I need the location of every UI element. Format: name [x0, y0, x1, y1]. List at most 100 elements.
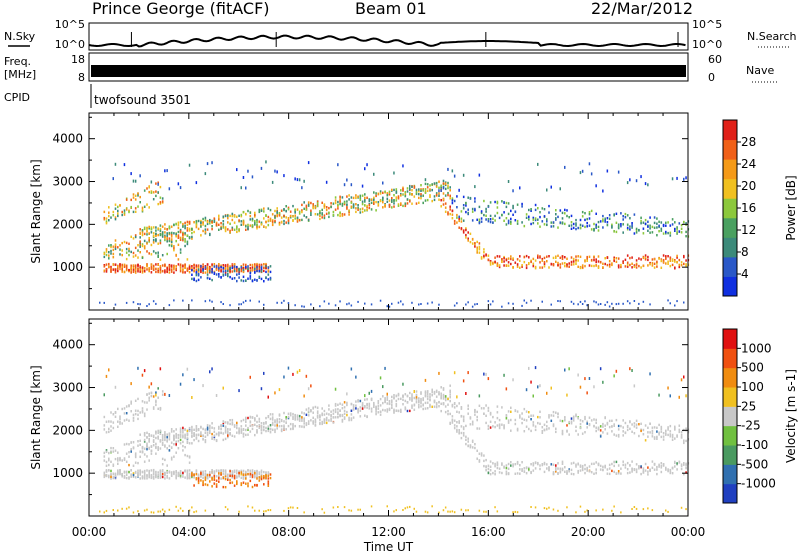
panel1-echo-cell: [298, 369, 301, 372]
panel1-echo-cell: [148, 446, 150, 450]
panel1-echo-cell: [325, 417, 328, 421]
panel0-echo-cell: [561, 217, 564, 220]
panel1-echo-cell: [161, 437, 164, 440]
panel0-echo-cell: [444, 210, 447, 213]
panel1-echo-cell: [155, 436, 157, 440]
panel1-echo-cell: [251, 485, 254, 489]
panel0-echo-cell: [541, 259, 544, 262]
panel1-echo-cell: [629, 420, 631, 423]
panel1-echo-cell: [685, 462, 687, 465]
panel1-echo-cell: [146, 401, 148, 404]
panel1-echo-cell: [680, 378, 683, 382]
panel1-echo-cell: [139, 433, 141, 436]
panel0-echo-cell: [173, 232, 175, 235]
panel0-echo-cell: [110, 252, 112, 255]
panel1-echo-cell: [227, 421, 229, 424]
panel0-echo-cell: [152, 191, 155, 194]
panel0-echo-cell: [108, 257, 110, 260]
panel1-echo-cell: [671, 435, 674, 439]
panel0-echo-cell: [177, 182, 180, 186]
panel1-echo-cell: [204, 476, 207, 479]
panel0-echo-cell: [303, 214, 305, 217]
panel0-echo-cell: [161, 197, 164, 200]
panel0-echo-cell: [465, 236, 467, 239]
panel0-echo-cell: [629, 225, 631, 228]
panel1-echo-cell: [397, 409, 400, 413]
panel0-echo-cell: [215, 266, 218, 270]
panel1-echo-cell: [139, 411, 141, 414]
panel0-echo-cell: [617, 225, 620, 228]
panel1-echo-cell: [224, 421, 227, 424]
panel0-echo-cell: [487, 220, 490, 223]
panel0-echo-cell: [662, 232, 665, 235]
panel1-echo-cell: [507, 467, 510, 470]
panel1-echo-cell: [507, 410, 510, 413]
panel1-echo-cell: [227, 434, 229, 437]
panel0-echo-cell: [382, 197, 384, 200]
panel0-echo-cell: [256, 264, 258, 267]
panel0-echo-cell: [139, 243, 141, 246]
panel1-echo-cell: [240, 429, 243, 433]
panel1-echo-cell: [373, 401, 375, 405]
panel1-echo-cell: [384, 366, 386, 370]
panel0-echo-cell: [424, 188, 427, 191]
panel1-echo-cell: [117, 451, 119, 454]
panel1-echo-cell: [505, 415, 508, 418]
panel0-echo-cell: [137, 192, 139, 195]
panel1-echo-cell: [215, 483, 218, 486]
panel1-echo-cell: [456, 410, 458, 413]
panel0-echo-cell: [150, 253, 153, 256]
panel1-echo-cell: [487, 467, 490, 471]
panel1-echo-cell: [186, 432, 189, 435]
panel0-echo-cell: [480, 217, 483, 220]
panel1-echo-cell: [206, 476, 209, 480]
panel0-echo-cell: [314, 213, 317, 216]
panel0-echo-cell: [164, 238, 166, 242]
panel1-echo-cell: [319, 414, 321, 417]
panel1-echo-cell: [341, 414, 344, 418]
panel1-echo-cell: [240, 473, 243, 476]
panel1-echo-cell: [489, 465, 492, 468]
panel1-echo-cell: [505, 472, 508, 476]
panel1-echo-cell: [514, 418, 517, 422]
panel1-echo-cell: [296, 414, 299, 417]
panel1-echo-cell: [379, 404, 382, 407]
panel0-echo-cell: [105, 250, 108, 253]
panel0-echo-cell: [656, 217, 658, 220]
panel1-echo-cell: [202, 470, 204, 473]
panel0-echo-cell: [258, 208, 261, 212]
panel0-echo-cell: [373, 202, 375, 205]
panel1-echo-cell: [173, 436, 175, 440]
panel0-echo-cell: [368, 203, 371, 207]
panel0-echo-cell: [512, 213, 514, 216]
panel0-echo-cell: [532, 218, 535, 221]
panel0-echo-cell: [507, 264, 510, 267]
panel0-echo-cell: [373, 201, 375, 204]
panel0-echo-cell: [539, 225, 541, 228]
panel1-echo-cell: [213, 474, 216, 478]
panel1-echo-cell: [245, 472, 247, 475]
panel0-echo-cell: [541, 266, 544, 269]
panel0-echo-cell: [200, 268, 202, 272]
panel0-echo-cell: [611, 262, 613, 265]
panel1-echo-cell: [296, 415, 299, 419]
panel1-echo-cell: [188, 476, 191, 480]
panel0-echo-cell: [105, 217, 108, 220]
panel0-echo-cell: [197, 278, 200, 282]
panel1-echo-cell: [224, 425, 227, 428]
panel1-echo-cell: [440, 409, 442, 413]
panel0-echo-cell: [561, 255, 564, 258]
panel1-echo-cell: [485, 469, 487, 472]
panel0-echo-cell: [496, 262, 499, 265]
panel0-echo-cell: [150, 226, 153, 229]
panel1-echo-cell: [384, 409, 386, 412]
panel0-echo-cell: [112, 210, 115, 214]
panel0-echo-cell: [200, 266, 202, 269]
panel1-echo-cell: [462, 418, 465, 421]
panel0-echo-cell: [581, 215, 584, 218]
panel1-echo-cell: [350, 402, 353, 406]
panel0-echo-cell: [355, 194, 357, 197]
panel1-echo-cell: [285, 416, 287, 419]
panel0-echo-cell: [139, 245, 141, 248]
panel1-echo-cell: [435, 405, 438, 409]
